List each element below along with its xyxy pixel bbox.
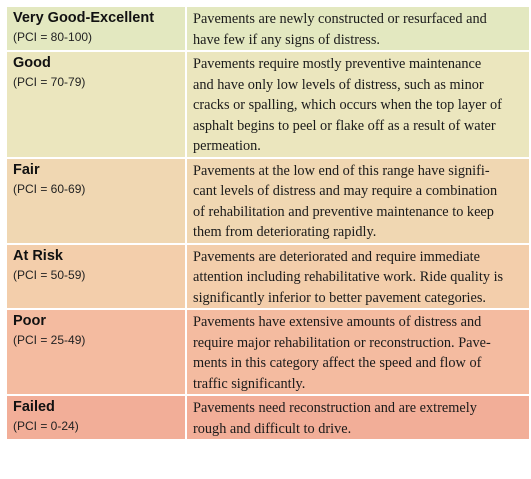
pci-range: (PCI = 60-69) bbox=[13, 181, 86, 196]
description-line: of rehabilitation and preventive mainten… bbox=[193, 203, 494, 220]
category-name: At Risk bbox=[13, 247, 63, 264]
description-line: Pavements are newly constructed or resur… bbox=[193, 11, 487, 27]
description-line: significantly inferior to better pavemen… bbox=[193, 289, 486, 306]
description-cell: Pavements have extensive amounts of dist… bbox=[186, 309, 529, 396]
category-name: Good bbox=[13, 55, 51, 71]
description-cell: Pavements are newly constructed or resur… bbox=[186, 7, 529, 52]
table-row-at-risk: At Risk (PCI = 50-59) Pavements are dete… bbox=[7, 243, 529, 310]
description-line: them from deteriorating rapidly. bbox=[193, 224, 377, 240]
description-cell: Pavements need reconstruction and are ex… bbox=[186, 395, 529, 441]
table-row-good: Good (PCI = 70-79) Pavements require mos… bbox=[7, 51, 529, 159]
pci-rating-table: Very Good-Excellent (PCI = 80-100) Pavem… bbox=[7, 7, 529, 441]
description-line: permeation. bbox=[193, 138, 261, 154]
description-cell: Pavements require mostly preventive main… bbox=[186, 51, 529, 159]
category-name: Fair bbox=[13, 161, 40, 178]
description-line: rough and difficult to drive. bbox=[193, 420, 352, 437]
description-line: Pavements are deteriorated and require i… bbox=[193, 248, 480, 265]
description-line: asphalt begins to peel or flake off as a… bbox=[193, 117, 496, 134]
table-row-fair: Fair (PCI = 60-69) Pavements at the low … bbox=[7, 157, 529, 245]
category-cell: At Risk (PCI = 50-59) bbox=[7, 243, 187, 310]
description-line: have few if any signs of distress. bbox=[193, 31, 381, 48]
category-cell: Good (PCI = 70-79) bbox=[7, 51, 187, 159]
table-row-failed: Failed (PCI = 0-24) Pavements need recon… bbox=[7, 395, 529, 441]
description-line: and have only low levels of distress, su… bbox=[193, 76, 484, 93]
category-name: Poor bbox=[13, 313, 47, 329]
category-cell: Fair (PCI = 60-69) bbox=[7, 157, 187, 245]
table-row-very-good-excellent: Very Good-Excellent (PCI = 80-100) Pavem… bbox=[7, 7, 529, 52]
category-cell: Very Good-Excellent (PCI = 80-100) bbox=[7, 7, 187, 52]
pci-range: (PCI = 0-24) bbox=[13, 419, 79, 433]
description-cell: Pavements are deteriorated and require i… bbox=[186, 243, 529, 310]
pci-range: (PCI = 50-59) bbox=[13, 267, 86, 282]
description-cell: Pavements at the low end of this range h… bbox=[186, 157, 529, 245]
category-cell: Failed (PCI = 0-24) bbox=[7, 395, 187, 441]
description-line: cant levels of distress and may require … bbox=[193, 183, 498, 199]
table-row-poor: Poor (PCI = 25-49) Pavements have extens… bbox=[7, 309, 529, 396]
description-line: attention including rehabilitative work.… bbox=[193, 269, 504, 285]
description-line: cracks or spalling, which occurs when th… bbox=[193, 97, 502, 113]
description-line: Pavements need reconstruction and are ex… bbox=[193, 400, 477, 416]
description-line: Pavements at the low end of this range h… bbox=[193, 162, 490, 179]
description-line: require major rehabilitation or reconstr… bbox=[193, 334, 491, 351]
pci-range: (PCI = 70-79) bbox=[13, 75, 86, 89]
description-line: Pavements require mostly preventive main… bbox=[193, 56, 482, 72]
pci-range: (PCI = 25-49) bbox=[13, 333, 86, 347]
pci-range: (PCI = 80-100) bbox=[13, 30, 93, 44]
category-name: Very Good-Excellent bbox=[13, 10, 155, 26]
description-line: Pavements have extensive amounts of dist… bbox=[193, 314, 482, 330]
category-name: Failed bbox=[13, 399, 55, 415]
description-line: ments in this category affect the speed … bbox=[193, 355, 482, 371]
category-cell: Poor (PCI = 25-49) bbox=[7, 309, 187, 396]
description-line: traffic significantly. bbox=[193, 375, 306, 392]
